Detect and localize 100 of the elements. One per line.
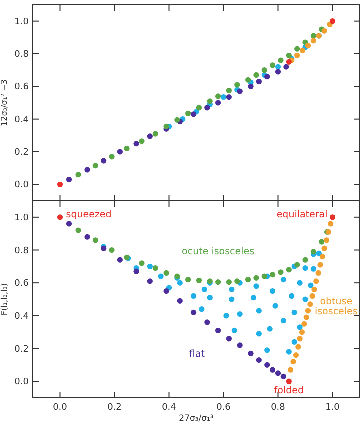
point [147, 278, 153, 284]
point [207, 295, 213, 301]
point [256, 78, 262, 85]
point [92, 238, 98, 244]
point [304, 314, 310, 320]
point [330, 214, 336, 220]
point [290, 359, 296, 365]
point [254, 284, 260, 290]
point [267, 326, 273, 332]
point [299, 330, 306, 336]
point [158, 274, 164, 280]
point [264, 362, 270, 368]
y-tick-label: 0.0 [14, 378, 30, 388]
point [275, 64, 282, 70]
y-tick-label: 1.0 [14, 213, 30, 224]
point [288, 367, 294, 373]
point [316, 250, 322, 256]
point [330, 18, 336, 24]
point [270, 288, 276, 294]
point [275, 370, 282, 376]
point [204, 105, 210, 111]
point [57, 182, 64, 188]
y-tick-label: 0.2 [14, 148, 29, 158]
x-axis-title: 27σ₃/σ₁³ [179, 414, 214, 424]
x-tick-label: 0.6 [216, 403, 232, 413]
point [237, 311, 243, 318]
point [245, 77, 252, 83]
point [226, 336, 232, 342]
point [254, 72, 260, 78]
point [199, 306, 205, 312]
point [229, 296, 235, 302]
point [318, 262, 324, 268]
x-tick-label: 1.0 [326, 403, 340, 413]
point [234, 278, 240, 284]
point [310, 38, 316, 44]
point [286, 59, 292, 65]
point [66, 176, 72, 183]
y-tick-label: 0.4 [14, 312, 30, 322]
point [312, 286, 318, 292]
point [134, 141, 140, 147]
point [216, 100, 222, 106]
point [320, 254, 326, 260]
point [264, 74, 270, 80]
point [207, 98, 213, 104]
point [302, 321, 308, 327]
point [248, 350, 254, 356]
point [245, 277, 252, 283]
y-axis-title: 12σ₃/σ₁² −3 [0, 80, 9, 126]
point [308, 282, 314, 288]
point [196, 278, 202, 284]
point [310, 249, 316, 255]
point [286, 349, 292, 355]
point [92, 163, 98, 169]
point [232, 328, 238, 334]
point [322, 28, 328, 34]
point [147, 134, 153, 140]
annotation: equilateral [276, 209, 328, 220]
point [328, 221, 334, 227]
x-tick-label: 0.2 [108, 403, 122, 413]
y-axis-title: F(l₁,l₂,l₃) [0, 283, 9, 316]
point [297, 324, 303, 330]
point [297, 280, 303, 286]
point [297, 336, 303, 342]
point [314, 278, 320, 284]
point [76, 228, 82, 234]
y-tick-label: 0.6 [14, 82, 30, 93]
point [308, 302, 314, 308]
point [293, 352, 300, 358]
y-tick-label: 0.8 [14, 246, 30, 256]
point [139, 260, 145, 266]
series-label: obtuse isosceles [314, 296, 358, 318]
point [305, 43, 312, 49]
point [237, 88, 243, 94]
point [76, 172, 82, 178]
point [270, 62, 276, 68]
point [310, 33, 316, 39]
point [84, 167, 90, 173]
point [322, 246, 328, 252]
point [284, 64, 290, 70]
y-tick-label: 0.8 [14, 50, 30, 60]
point [286, 378, 292, 384]
point [190, 112, 197, 118]
point [109, 154, 115, 160]
point [164, 288, 170, 294]
point [202, 286, 208, 292]
point [57, 214, 64, 220]
point [164, 124, 170, 130]
point [124, 146, 130, 152]
point [84, 234, 90, 240]
point [226, 88, 232, 94]
point [302, 257, 308, 263]
y-tick-label: 0.2 [14, 344, 29, 355]
point [164, 270, 170, 276]
point [302, 266, 308, 272]
point [177, 280, 183, 286]
point [117, 257, 123, 263]
point [256, 331, 262, 337]
point [278, 58, 284, 64]
point [272, 303, 278, 309]
point [224, 313, 230, 319]
